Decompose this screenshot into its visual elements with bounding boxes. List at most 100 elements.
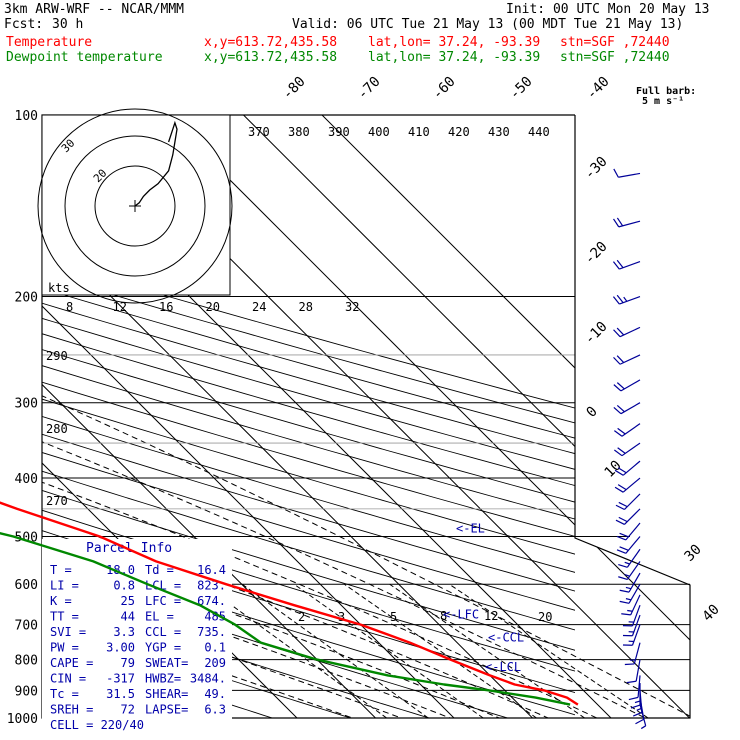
- wind-barbs: [612, 168, 647, 730]
- pressure-tick-label: 400: [15, 472, 38, 487]
- mixing-ratio-line: [241, 583, 429, 718]
- parcel-info-value: 44: [121, 610, 135, 624]
- hodograph-units-label: kts: [48, 281, 70, 295]
- wind-barb-half-flag: [625, 586, 632, 590]
- wind-barb: [618, 548, 641, 568]
- hodograph-scale-label: 20: [206, 300, 220, 314]
- wind-barb-half-flag: [624, 573, 630, 577]
- isotherm-line: [243, 115, 690, 718]
- parcel-info-key: SVI =: [50, 625, 86, 639]
- mixing-ratio-lines: [202, 583, 649, 718]
- dry-adiabat: [42, 317, 575, 470]
- wind-barb-staff: [618, 172, 641, 178]
- parcel-info-key: LI =: [50, 579, 79, 593]
- pressure-tick-label: 1000: [7, 712, 38, 727]
- model-title: 3km ARW-WRF -- NCAR/MMM: [4, 2, 185, 17]
- wind-barb: [639, 704, 647, 730]
- dewpoint-line: [0, 532, 571, 706]
- isotherm-line: [164, 115, 690, 718]
- forecast-label: Fcst:: [4, 17, 44, 32]
- isotherm-label-right: 30: [682, 542, 705, 565]
- wind-barb-flag: [613, 218, 620, 228]
- wind-barb-staff: [625, 536, 641, 554]
- parcel-info-value: 18.0: [106, 563, 135, 577]
- wind-barb-flag: [612, 296, 620, 305]
- wind-barb-flag: [616, 535, 627, 541]
- wind-barb-flag: [619, 532, 629, 538]
- moist-adiabat: [42, 296, 690, 718]
- pressure-tick-label: 800: [15, 654, 38, 669]
- parcel-info-key: HWBZ=: [145, 672, 181, 686]
- dewpoint-legend-name: Dewpoint temperature: [6, 50, 163, 65]
- theta-e-label: 380: [288, 125, 310, 139]
- hodograph-scale-label: 24: [252, 300, 266, 314]
- pressure-tick-label: 100: [15, 109, 38, 124]
- wind-barb: [613, 379, 641, 392]
- wind-barb-flag: [624, 663, 635, 666]
- parcel-info-key: EL =: [145, 610, 174, 624]
- wind-barb: [619, 572, 641, 593]
- wind-barb-half-flag: [627, 609, 633, 612]
- wind-barb-flag: [613, 406, 622, 415]
- wind-barb-flag: [616, 327, 625, 336]
- theta-e-label: 410: [408, 125, 430, 139]
- temperature-legend-xy: x,y=613.72,435.58: [204, 35, 338, 50]
- wind-barb-flag: [626, 680, 637, 684]
- barb-legend-line1: Full barb:: [636, 86, 696, 97]
- theta-e-label: 400: [368, 125, 390, 139]
- wind-barb-flag: [619, 600, 630, 604]
- parcel-info-value: 6.3: [204, 703, 226, 717]
- dry-adiabat: [42, 333, 575, 487]
- moist-adiabat: [42, 296, 577, 718]
- wind-barb: [614, 442, 641, 457]
- parcel-info-box: [42, 539, 232, 719]
- wind-barb-half-flag: [623, 296, 628, 302]
- wind-barb: [626, 659, 641, 684]
- parcel-info-value: 735.: [197, 625, 226, 639]
- theta-e-label: 420: [448, 125, 470, 139]
- wind-barb-flag: [616, 355, 625, 363]
- dry-adiabat: [42, 618, 353, 718]
- dry-adiabat: [42, 433, 575, 592]
- pressure-tick-label: 700: [15, 619, 38, 634]
- wind-barb-flag: [612, 261, 620, 270]
- wind-barb-half-flag: [640, 725, 647, 730]
- temperature-legend-latlon: lat,lon= 37.24, -93.39: [368, 35, 541, 50]
- temperature-line: [0, 501, 579, 706]
- wind-barb-staff: [628, 572, 641, 593]
- theta-label: 280: [46, 422, 68, 436]
- mixing-ratio-line: [344, 583, 537, 718]
- mixing-ratio-label: 3: [338, 610, 345, 624]
- wind-barb-staff: [619, 260, 641, 270]
- pressure-tick-label: 900: [15, 684, 38, 699]
- theta-e-label: 370: [248, 125, 270, 139]
- wind-barb: [624, 642, 641, 666]
- wind-barb: [612, 294, 641, 305]
- wind-barb-flag: [617, 467, 627, 474]
- wind-barb-flag: [616, 382, 625, 390]
- dry-adiabat: [42, 595, 431, 718]
- wind-barb: [613, 402, 641, 415]
- wind-barb-staff: [624, 508, 641, 525]
- wind-barb: [613, 168, 641, 178]
- parcel-info-key: SWEAT=: [145, 656, 188, 670]
- parcel-info-key: SHEAR=: [145, 687, 188, 701]
- level-marker-label: <-LCL: [485, 660, 521, 674]
- parcel-info-value: 79: [121, 656, 135, 670]
- wind-barb-staff: [631, 624, 641, 646]
- wind-barb: [613, 326, 641, 338]
- isotherm-label-right: 0: [584, 404, 601, 421]
- mixing-ratio-label: 12: [484, 609, 498, 623]
- wind-barb-staff: [619, 295, 641, 305]
- wind-barb-flag: [628, 696, 639, 701]
- wind-barb-staff: [619, 326, 641, 338]
- wind-barb: [615, 508, 641, 525]
- isotherm-line: [42, 115, 376, 718]
- isotherm-label-right: -10: [582, 319, 611, 348]
- parcel-info-key: Td =: [145, 563, 174, 577]
- wind-barb-staff: [620, 402, 641, 415]
- level-marker-label: <-LFC: [443, 608, 479, 622]
